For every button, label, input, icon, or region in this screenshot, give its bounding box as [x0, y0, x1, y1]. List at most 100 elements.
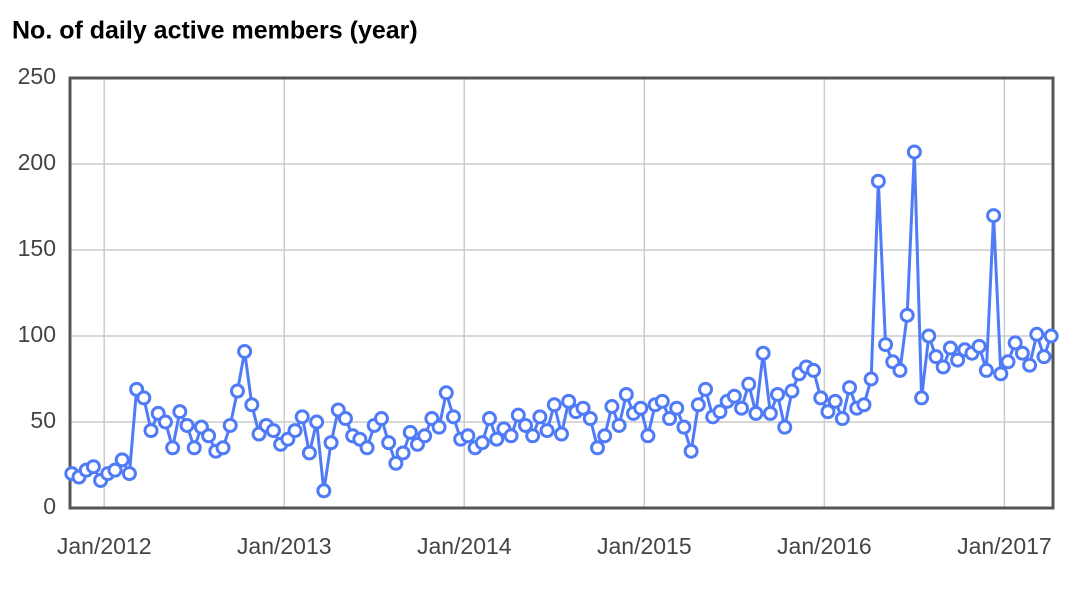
data-point [986, 208, 1002, 224]
x-tick-label: Jan/2015 [597, 533, 692, 559]
data-point [186, 440, 202, 456]
data-point [481, 411, 497, 427]
data-point [388, 455, 404, 471]
data-point [734, 400, 750, 416]
data-point [784, 383, 800, 399]
data-point [950, 352, 966, 368]
data-point [503, 428, 519, 444]
data-point [316, 483, 332, 499]
data-point [309, 414, 325, 430]
data-point [359, 440, 375, 456]
data-point [921, 328, 937, 344]
data-point [863, 371, 879, 387]
data-point [806, 362, 822, 378]
data-point [878, 337, 894, 353]
data-point [237, 343, 253, 359]
data-point [726, 388, 742, 404]
y-tick-label: 100 [18, 321, 56, 347]
x-tick-label: Jan/2012 [57, 533, 152, 559]
data-point [431, 419, 447, 435]
data-point [813, 390, 829, 406]
y-tick-label: 250 [18, 63, 56, 89]
y-tick-label: 200 [18, 149, 56, 175]
data-point [618, 386, 634, 402]
data-point [287, 423, 303, 439]
data-point [222, 417, 238, 433]
data-point [460, 428, 476, 444]
data-point [1007, 335, 1023, 351]
data-point [143, 423, 159, 439]
data-point [136, 390, 152, 406]
data-point [157, 414, 173, 430]
data-point [121, 466, 137, 482]
data-point [1043, 328, 1059, 344]
data-point [633, 400, 649, 416]
data-point [827, 393, 843, 409]
data-point [770, 386, 786, 402]
data-point [107, 462, 123, 478]
data-point [590, 440, 606, 456]
data-point [597, 428, 613, 444]
data-point [611, 417, 627, 433]
data-point [1029, 326, 1045, 342]
plot-frame [68, 76, 1055, 510]
data-point [244, 397, 260, 413]
data-point [561, 393, 577, 409]
data-point [554, 426, 569, 442]
data-point [539, 423, 555, 439]
data-point [690, 397, 706, 413]
data-point [748, 405, 764, 421]
data-point [582, 411, 598, 427]
data-point [265, 423, 281, 439]
data-point [474, 435, 490, 451]
data-point [935, 359, 951, 375]
data-point [842, 380, 858, 396]
data-point [820, 404, 836, 420]
data-point [993, 366, 1009, 382]
x-tick-label: Jan/2016 [777, 533, 872, 559]
data-point [978, 362, 994, 378]
data-point [1022, 357, 1038, 373]
data-point [906, 144, 922, 160]
data-point [85, 459, 101, 475]
data-point [301, 445, 317, 461]
data-point [575, 400, 591, 416]
data-point [604, 399, 620, 415]
data-point [114, 452, 130, 468]
data-point [402, 424, 418, 440]
data-point [215, 440, 231, 456]
data-point [942, 340, 958, 356]
data-point [899, 307, 915, 323]
x-tick-label: Jan/2013 [237, 533, 332, 559]
data-point [712, 404, 728, 420]
data-point [525, 428, 541, 444]
data-point [489, 431, 505, 447]
data-point [683, 443, 699, 459]
data-point [1036, 349, 1052, 365]
data-point [417, 428, 433, 444]
data-point [323, 435, 339, 451]
data-point [381, 435, 397, 451]
data-point [517, 417, 533, 433]
data-point [395, 445, 411, 461]
data-point [914, 390, 930, 406]
data-point [856, 397, 872, 413]
data-point [669, 400, 685, 416]
chart-title: No. of daily active members (year) [12, 17, 418, 45]
y-tick-label: 0 [43, 493, 56, 519]
data-point [654, 393, 670, 409]
data-point [445, 409, 461, 425]
y-tick-label: 150 [18, 235, 56, 261]
data-point [676, 419, 692, 435]
x-tick-label: Jan/2017 [957, 533, 1052, 559]
data-point [698, 381, 714, 397]
data-point [373, 411, 389, 427]
data-point [762, 405, 778, 421]
data-point [834, 411, 850, 427]
data-point [777, 419, 793, 435]
data-point [201, 428, 217, 444]
data-point [337, 411, 353, 427]
data-point [755, 345, 771, 361]
data-point [928, 349, 944, 365]
